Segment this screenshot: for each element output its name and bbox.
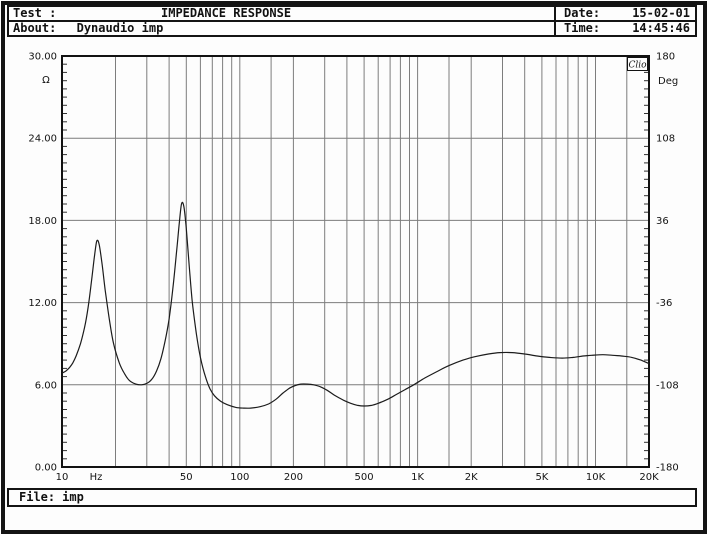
x-tick-label: 200 — [284, 472, 303, 483]
y-right-tick-label: 36 — [656, 216, 669, 227]
time-label: Time: — [564, 21, 601, 35]
x-tick-label: 5K — [535, 472, 548, 483]
y-left-unit: Ω — [42, 75, 50, 86]
plot-border — [61, 55, 650, 468]
date-value: 15-02-01 — [632, 6, 690, 20]
x-tick-label: 2K — [465, 472, 478, 483]
x-tick-label: 100 — [230, 472, 249, 483]
clio-badge-label: Clio — [628, 61, 647, 71]
header-cell-date: Date: 15-02-01 — [554, 7, 695, 20]
y-left-tick-label: 0.00 — [35, 463, 57, 474]
x-axis-unit: Hz — [90, 472, 103, 483]
x-tick-label: 50 — [180, 472, 193, 483]
y-right-unit: Deg — [658, 76, 678, 87]
x-tick-label: 10K — [586, 472, 606, 483]
about-value: Dynaudio imp — [76, 21, 164, 35]
file-value: imp — [62, 490, 84, 504]
y-right-tick-label: -180 — [656, 463, 679, 474]
file-label: File: — [19, 490, 56, 504]
x-tick-label: 1K — [411, 472, 424, 483]
test-label: Test : — [13, 6, 57, 20]
file-bar: File: imp — [7, 488, 697, 507]
impedance-chart: 30.00 24.00 18.00 12.00 6.00 0.00 Ω 180 108 36 -36… — [28, 52, 679, 484]
y-left-tick-label: 12.00 — [28, 298, 57, 309]
date-label: Date: — [564, 6, 601, 20]
clio-brand: C L I O — [90, 533, 141, 535]
footer-bar: C L I O - ELECTRICAL & ACOUSTICAL TESTS … — [0, 510, 708, 535]
x-tick-label: 20K — [639, 472, 659, 483]
header-table: Test : IMPEDANCE RESPONSE Date: 15-02-01… — [7, 5, 697, 37]
y-left-tick-label: 30.00 — [28, 52, 57, 63]
impedance-curve — [61, 201, 650, 409]
header-row-about: About: Dynaudio imp Time: 14:45:46 — [9, 22, 695, 35]
header-cell-about: About: Dynaudio imp — [9, 22, 554, 35]
y-right-tick-label: -108 — [656, 380, 679, 391]
y-left-tick-label: 18.00 — [28, 216, 57, 227]
header-cell-test: Test : IMPEDANCE RESPONSE — [9, 7, 554, 20]
x-tick-label: 10 — [56, 472, 69, 483]
y-left-tick-label: 6.00 — [35, 380, 57, 391]
y-right-tick-label: 180 — [656, 52, 675, 63]
page-title: IMPEDANCE RESPONSE — [161, 6, 292, 20]
y-right-tick-label: 108 — [656, 134, 675, 145]
clio-badge-box — [627, 57, 648, 71]
header-row-test: Test : IMPEDANCE RESPONSE Date: 15-02-01 — [9, 7, 695, 22]
time-value: 14:45:46 — [632, 21, 690, 35]
header-cell-time: Time: 14:45:46 — [554, 22, 695, 35]
y-right-tick-label: -36 — [656, 298, 672, 309]
about-label: About: — [13, 21, 57, 35]
x-tick-label: 500 — [355, 472, 374, 483]
y-left-tick-label: 24.00 — [28, 134, 57, 145]
